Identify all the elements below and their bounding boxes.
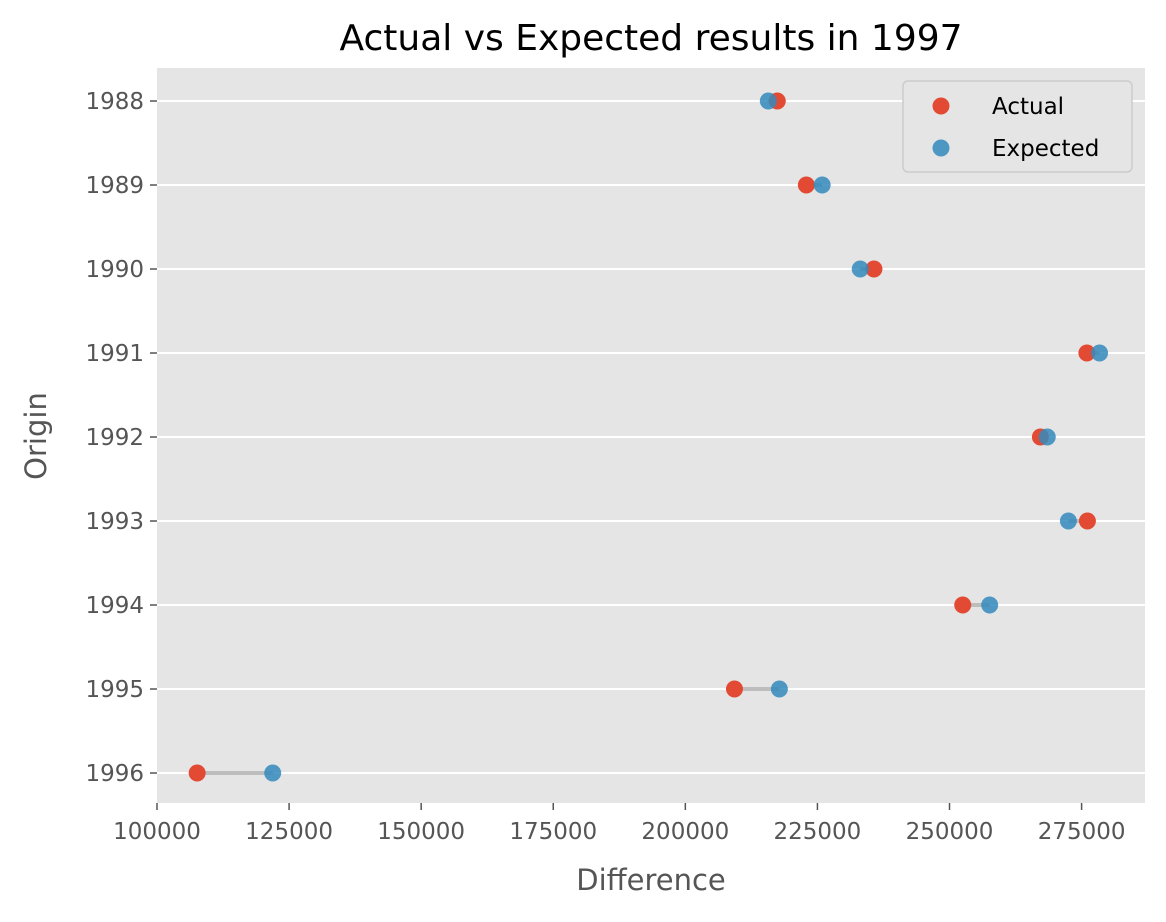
legend: Actual Expected [902,80,1133,173]
point-actual [865,260,883,278]
x-tick-label: 175000 [509,819,597,845]
y-tick-label: 1988 [85,89,144,115]
point-expected [813,176,831,194]
point-expected [759,92,777,110]
x-tick-label: 100000 [113,819,201,845]
legend-marker-actual [932,97,950,115]
legend-box [902,80,1133,173]
x-axis-label: Difference [576,863,726,897]
y-axis-label: Origin [19,392,53,480]
grid-layer [157,100,1145,774]
point-actual [725,680,743,698]
x-tick-label: 150000 [377,819,465,845]
point-expected [1038,428,1056,446]
x-tick-label: 200000 [641,819,729,845]
y-tick-label: 1992 [85,425,144,451]
chart-title: Actual vs Expected results in 1997 [339,18,962,59]
point-actual [1078,512,1096,530]
point-expected [1091,344,1109,362]
x-tick-label: 125000 [245,819,333,845]
y-tick-label: 1989 [85,173,144,199]
point-actual [797,176,815,194]
point-expected [770,680,788,698]
point-expected [851,260,869,278]
x-tick-label: 275000 [1038,819,1126,845]
x-tick-label: 250000 [906,819,994,845]
legend-label-expected: Expected [992,136,1099,162]
legend-marker-expected [932,139,950,157]
y-tick-label: 1990 [85,257,144,283]
y-tick-label: 1994 [85,593,144,619]
plot-background [157,68,1145,803]
point-expected [981,596,999,614]
y-tick-label: 1991 [85,341,144,367]
point-actual [954,596,972,614]
point-layer [188,92,1109,782]
y-tick-label: 1995 [85,677,144,703]
point-actual [188,764,206,782]
y-tick-label: 1993 [85,509,144,535]
point-expected [264,764,282,782]
x-tick-label: 225000 [774,819,862,845]
legend-label-actual: Actual [992,94,1064,120]
point-actual [1078,344,1096,362]
y-tick-label: 1996 [85,761,144,787]
tick-layer: 1988 1989 1990 1991 1992 1993 1994 1995 1996 1000… [85,89,1125,845]
point-expected [1059,512,1077,530]
